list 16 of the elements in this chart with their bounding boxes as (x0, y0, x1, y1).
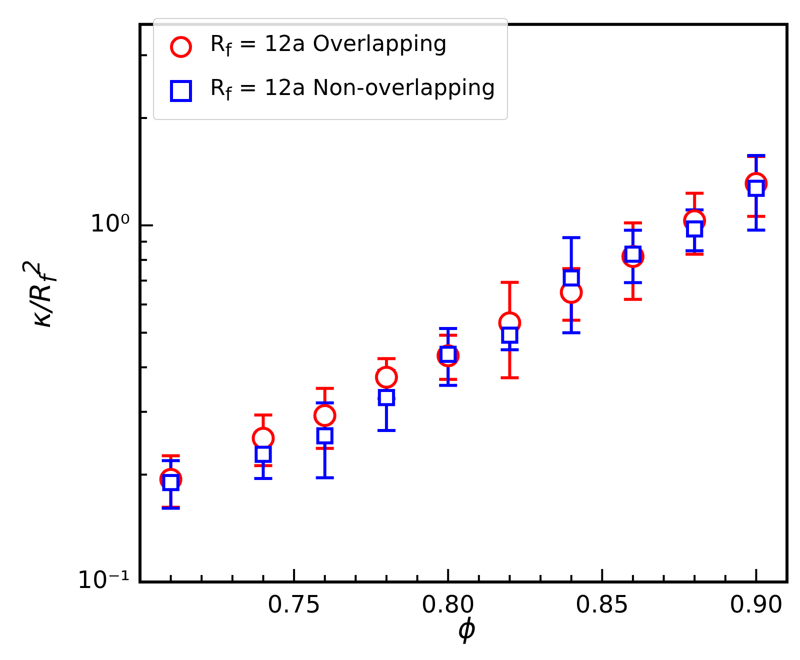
point (562, 269, 580, 287)
y-tick-label: 10⁰ (90, 210, 130, 238)
point (686, 220, 704, 238)
point (254, 446, 272, 463)
x-axis-title: ϕ (458, 612, 476, 645)
point (501, 326, 518, 344)
y-tick-label: 10⁻¹ (77, 566, 130, 594)
point (378, 388, 396, 406)
legend-label: R$_{f}$ = 12a Overlapping (210, 32, 448, 62)
x-tick-label: 0.75 (267, 590, 321, 619)
point (316, 427, 334, 444)
point (374, 366, 398, 389)
legend-label: R$_{f}$ = 12a Non-overlapping (210, 76, 496, 106)
point (313, 404, 336, 427)
x-tick-label: 0.85 (575, 590, 629, 619)
x-tick-label: 0.90 (729, 590, 783, 619)
